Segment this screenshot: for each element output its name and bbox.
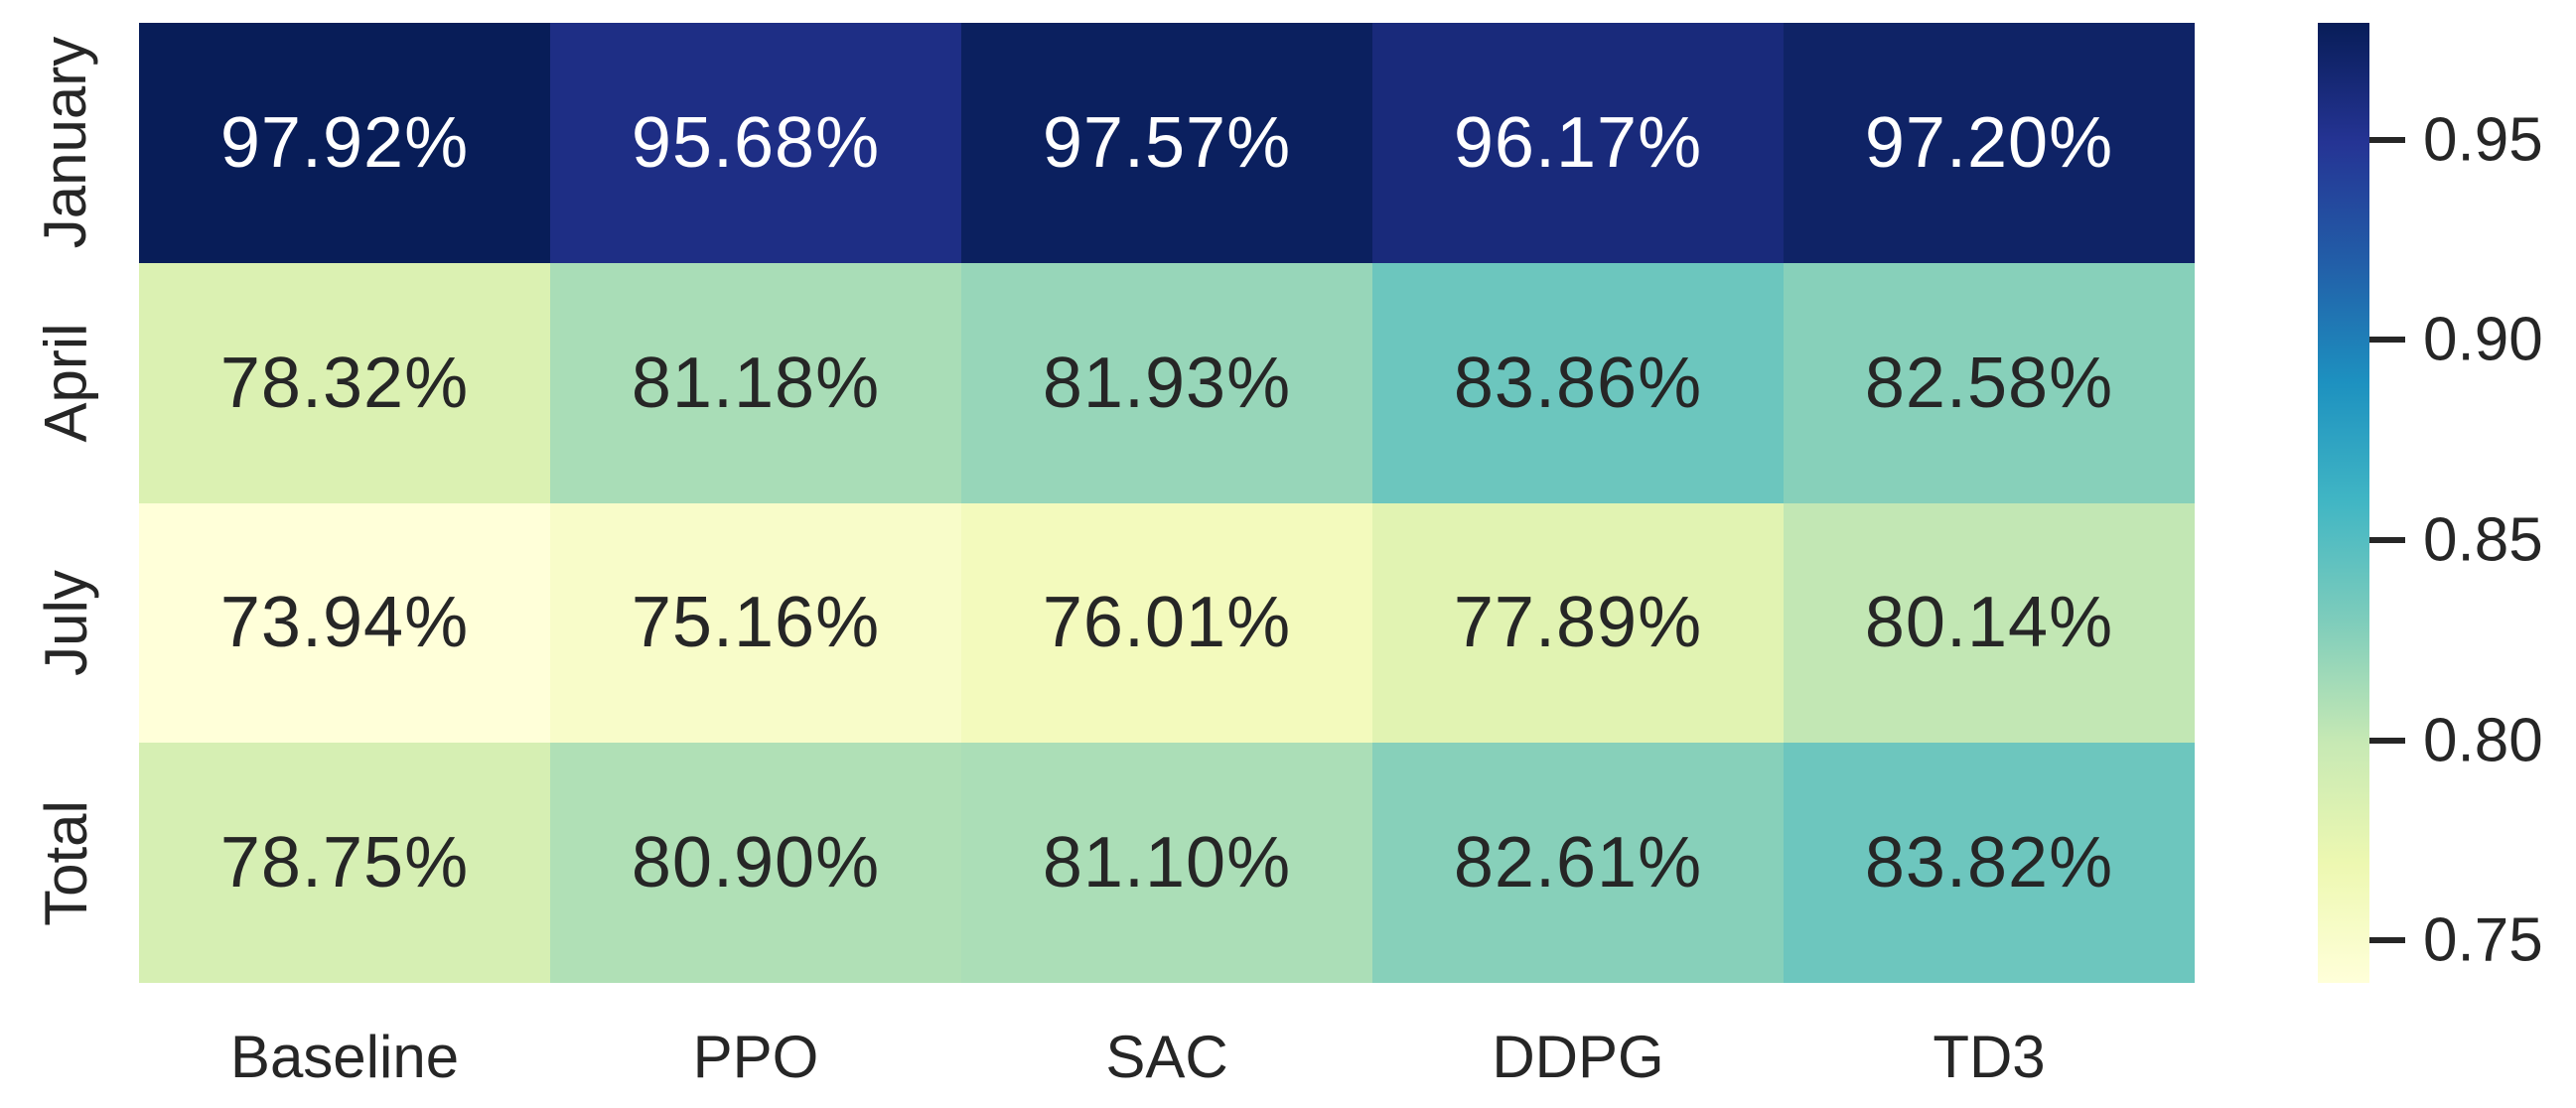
row-label-text: January <box>32 37 99 249</box>
heatmap-cell-july-ppo: 75.16% <box>550 502 961 744</box>
cell-value: 83.86% <box>1453 343 1703 423</box>
cell-value: 75.16% <box>631 583 881 663</box>
row-label-text: Total <box>32 799 99 926</box>
colorbar-tick-mark <box>2369 136 2405 143</box>
cell-value: 80.14% <box>1864 583 2114 663</box>
cell-value: 76.01% <box>1042 583 1292 663</box>
row-label-text: July <box>32 570 99 676</box>
cell-value: 78.32% <box>219 343 470 423</box>
cell-value: 97.57% <box>1042 102 1292 183</box>
heatmap-grid: 97.92% 95.68% 97.57% 96.17% 97.20% 78.32% 81.1… <box>139 23 2195 983</box>
colorbar-tick-label: 0.95 <box>2423 105 2543 175</box>
colorbar-tick-mark <box>2369 737 2405 744</box>
heatmap-cell-total-ddpg: 82.61% <box>1372 743 1784 983</box>
cell-value: 81.10% <box>1042 823 1292 903</box>
heatmap-cell-july-td3: 80.14% <box>1784 502 2195 744</box>
row-label-april: April <box>0 263 131 503</box>
cell-value: 95.68% <box>631 102 881 183</box>
heatmap-cell-january-sac: 97.57% <box>961 23 1372 263</box>
colorbar-tick-label: 0.85 <box>2423 505 2543 575</box>
row-label-july: July <box>0 503 131 744</box>
heatmap-cell-july-ddpg: 77.89% <box>1372 502 1784 744</box>
heatmap-cell-july-sac: 76.01% <box>961 502 1372 744</box>
colorbar-tick-label: 0.80 <box>2423 706 2543 775</box>
colorbar-gradient <box>2318 23 2369 983</box>
cell-value: 81.18% <box>631 343 881 423</box>
row-label-january: January <box>0 23 131 263</box>
row-label-total: Total <box>0 743 131 983</box>
cell-value: 73.94% <box>219 583 470 663</box>
heatmap-cell-january-td3: 97.20% <box>1784 23 2195 263</box>
cell-value: 97.92% <box>219 102 470 183</box>
column-label-baseline: Baseline <box>229 1023 460 1090</box>
row-label-text: April <box>32 323 99 443</box>
colorbar-tick-mark <box>2369 337 2405 344</box>
colorbar-tick-label: 0.75 <box>2423 905 2543 975</box>
heatmap-cell-january-baseline: 97.92% <box>139 23 550 263</box>
cell-value: 77.89% <box>1453 583 1703 663</box>
cell-value: 78.75% <box>219 823 470 903</box>
cell-value: 83.82% <box>1864 823 2114 903</box>
y-axis-row-labels: January April July Total <box>0 23 131 983</box>
heatmap-cell-january-ppo: 95.68% <box>550 23 961 263</box>
column-label-td3: TD3 <box>1932 1023 2046 1090</box>
heatmap-cell-july-baseline: 73.94% <box>139 502 550 744</box>
heatmap-cell-total-sac: 81.10% <box>961 743 1372 983</box>
colorbar-tick-label: 0.90 <box>2423 305 2543 374</box>
column-label-ppo: PPO <box>692 1023 819 1090</box>
colorbar-tick-mark <box>2369 937 2405 944</box>
cell-value: 81.93% <box>1042 343 1292 423</box>
column-label-sac: SAC <box>1105 1023 1228 1090</box>
heatmap-cell-april-baseline: 78.32% <box>139 262 550 503</box>
cell-value: 82.61% <box>1453 823 1703 903</box>
cell-value: 97.20% <box>1864 102 2114 183</box>
heatmap-cell-april-sac: 81.93% <box>961 262 1372 503</box>
heatmap-cell-january-ddpg: 96.17% <box>1372 23 1784 263</box>
heatmap-cell-april-td3: 82.58% <box>1784 262 2195 503</box>
cell-value: 80.90% <box>631 823 881 903</box>
heatmap-cell-april-ppo: 81.18% <box>550 262 961 503</box>
column-label-ddpg: DDPG <box>1492 1023 1664 1090</box>
cell-value: 82.58% <box>1864 343 2114 423</box>
heatmap-cell-total-td3: 83.82% <box>1784 743 2195 983</box>
x-axis-column-labels: Baseline PPO SAC DDPG TD3 <box>139 1011 2195 1102</box>
heatmap-cell-total-baseline: 78.75% <box>139 743 550 983</box>
heatmap-cell-total-ppo: 80.90% <box>550 743 961 983</box>
cell-value: 96.17% <box>1453 102 1703 183</box>
heatmap-cell-april-ddpg: 83.86% <box>1372 262 1784 503</box>
colorbar-tick-mark <box>2369 537 2405 543</box>
